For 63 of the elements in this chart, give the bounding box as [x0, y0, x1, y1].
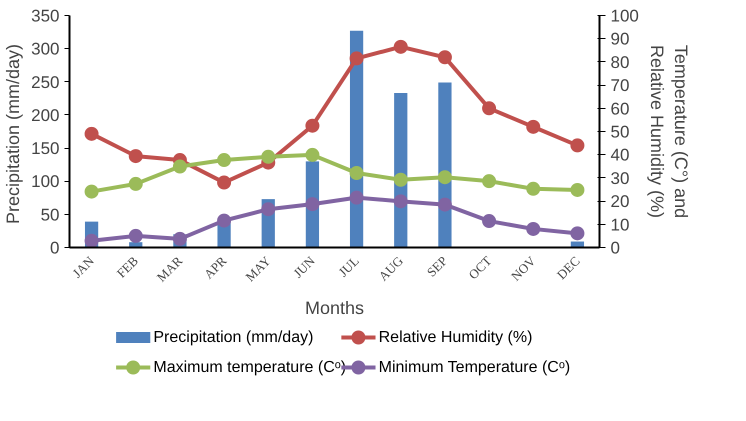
point [172, 160, 187, 174]
x-tick-label: APR [200, 252, 230, 282]
y2-tick-label: 90 [610, 30, 630, 49]
point [438, 50, 452, 64]
point [438, 198, 452, 212]
y2-tick-label: 20 [610, 192, 630, 212]
x-tick-label: SEP [424, 253, 450, 280]
point [261, 150, 276, 164]
y-tick-label: 150 [31, 139, 60, 158]
point [217, 153, 232, 168]
x-axis-title: Months [304, 298, 364, 318]
point [350, 190, 364, 205]
point [305, 197, 320, 212]
point [570, 138, 584, 152]
y-tick-label: 50 [40, 205, 60, 224]
point [84, 126, 99, 141]
point [84, 234, 99, 248]
y-tick-label: 0 [50, 238, 60, 258]
point [482, 214, 496, 228]
y2-tick-label: 0 [610, 238, 620, 258]
point [526, 222, 540, 236]
legend-label: Precipitation (mm/day) [153, 329, 314, 346]
y2-axis-title: Temperature (C°) and Relative Humidity (%) [646, 44, 691, 218]
point [394, 172, 408, 187]
point [128, 149, 143, 164]
point [570, 182, 584, 197]
point [482, 101, 496, 116]
y2-tick-label: 30 [610, 168, 630, 188]
y2-tick-label: 70 [610, 76, 630, 96]
y2-tick-label: 10 [610, 215, 630, 234]
point [84, 184, 99, 199]
point [570, 226, 584, 240]
legend-label: Relative Humidity (%) [378, 329, 532, 346]
point [261, 202, 276, 216]
y-tick-label: 350 [31, 6, 60, 26]
point [394, 194, 408, 208]
y-axis-title: Precipitation (mm/day) [3, 44, 24, 224]
point [526, 120, 540, 134]
point [394, 40, 408, 54]
point [438, 170, 452, 184]
point [482, 174, 496, 188]
point [217, 176, 232, 190]
y-tick-label: 200 [31, 106, 60, 125]
point [128, 176, 143, 191]
y2-tick-label: 60 [610, 99, 630, 118]
y2-tick-label: 50 [610, 122, 630, 142]
y2-tick-label: 100 [610, 6, 639, 26]
point [305, 148, 320, 162]
point [128, 228, 143, 243]
x-tick-label: JUL [335, 253, 362, 280]
y-tick-label: 300 [31, 40, 60, 59]
point [305, 118, 320, 133]
point [526, 182, 540, 196]
y2-tick-label: 80 [610, 52, 630, 72]
point [350, 166, 364, 180]
point [350, 51, 364, 66]
point [217, 214, 232, 228]
x-tick-label: FEB [114, 252, 142, 281]
y2-tick-label: 40 [610, 146, 630, 165]
point [172, 232, 187, 246]
y-tick-label: 250 [31, 72, 60, 92]
legend-label: Minimum Temperature (Cᵒ) [378, 359, 570, 376]
y-tick-label: 100 [31, 172, 60, 192]
